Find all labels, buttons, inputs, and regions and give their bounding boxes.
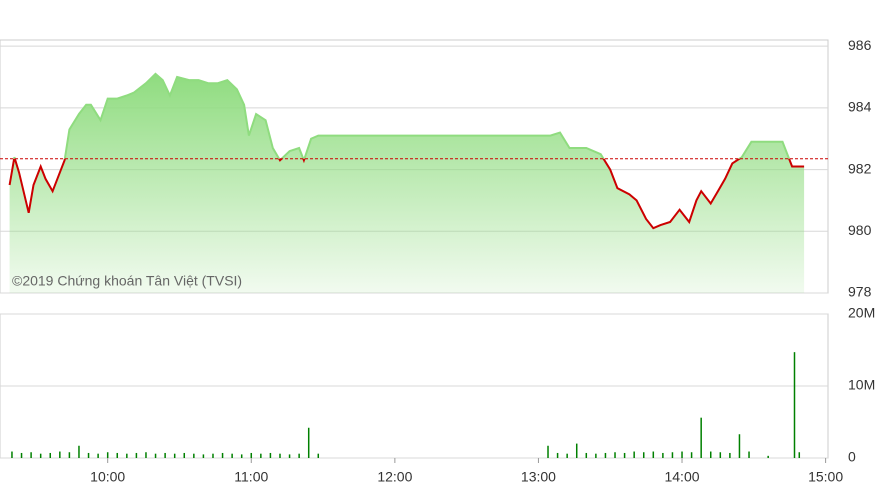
volume-bar [556,452,559,458]
volume-bar [106,452,109,458]
y-tick-label: 0 [848,449,856,465]
volume-bar [719,452,722,458]
volume-bar [662,452,664,458]
volume-bar [767,455,769,458]
y-tick-label: 978 [848,284,872,300]
volume-bar [173,453,176,458]
x-tick-label: 12:00 [377,469,412,485]
volume-bar [671,452,674,458]
volume-bar [87,452,90,458]
price-line-above [13,72,791,159]
volume-bar [250,452,253,458]
volume-bar [547,445,549,458]
volume-bar [700,417,702,458]
volume-bar [279,453,281,458]
volume-bar [135,452,138,458]
volume-bar [317,453,320,458]
price-line [8,158,805,230]
volume-bar [30,452,32,458]
volume-bar [614,452,616,458]
volume-bar [793,352,796,458]
volume-bar [221,452,224,458]
volume-bar [39,453,42,458]
x-tick-label: 13:00 [521,469,556,485]
volume-bar [20,452,23,458]
y-tick-label: 980 [848,222,872,238]
volume-bar [298,453,300,458]
volume-bar [690,452,693,458]
volume-bar [642,452,645,458]
volume-bar [633,451,635,458]
volume-bar [193,453,195,458]
volume-bar [709,451,712,458]
watermark: ©2019 Chứng khoán Tân Việt (TVSI) [12,273,242,289]
volume-bar [11,451,13,458]
volume-bar [748,451,750,458]
volume-bar [269,452,272,458]
volume-bar [307,427,310,458]
volume-bar [202,454,205,458]
y-tick-label: 982 [848,160,872,176]
volume-bar [231,453,233,458]
y-tick-label: 986 [848,37,872,53]
x-tick-label: 10:00 [90,469,125,485]
volume-bar [575,443,578,458]
volume-bar [126,453,128,458]
volume-bar [623,452,626,458]
volume-bar [585,452,588,458]
volume-bar [652,451,655,458]
volume-bar [145,452,147,458]
x-tick-label: 14:00 [664,469,699,485]
x-tick-label: 11:00 [234,469,268,485]
x-tick-label: 15:00 [808,469,843,485]
volume-bar [595,453,597,458]
volume-bar [78,445,80,458]
volume-bar [240,454,243,458]
volume-bar [681,451,683,458]
volume-bar [97,453,99,458]
volume-bar [798,452,801,458]
y-tick-label: 10M [848,377,875,393]
volume-bar [738,434,741,458]
price-area [9,73,805,294]
volume-bar [183,452,186,458]
volume-bar [68,452,71,458]
volume-bar [164,452,166,458]
volume-bar [566,453,568,458]
volume-bar [260,453,262,458]
volume-bar [729,452,731,458]
volume-bar [154,453,157,458]
volume-bar [604,452,607,458]
y-tick-label: 984 [848,99,872,115]
y-tick-label: 20M [848,305,875,321]
volume-bar [212,453,214,458]
volume-bar [288,454,291,458]
volume-bar [59,451,61,458]
volume-bar [49,452,52,458]
volume-bar [116,452,119,458]
